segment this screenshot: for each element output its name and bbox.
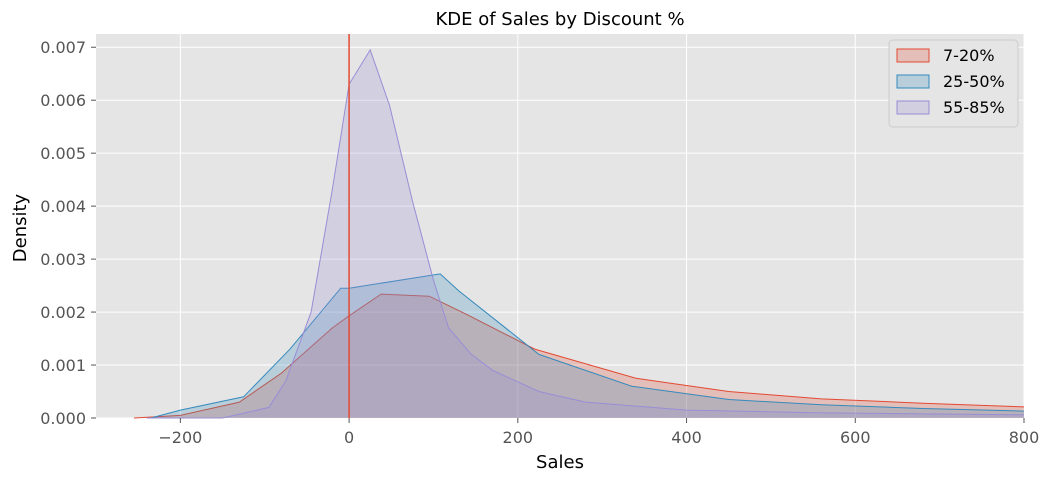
- x-tick-label: 800: [1009, 428, 1040, 447]
- x-axis-ticks: −200 0 200 400 600 800: [158, 418, 1039, 447]
- legend-swatch-0: [896, 48, 930, 63]
- series-line-1: [150, 273, 1025, 419]
- x-tick-label: 0: [344, 428, 354, 447]
- legend-label-0: 7-20%: [943, 46, 995, 65]
- legend-swatch-1: [896, 74, 930, 89]
- plot-area: [96, 34, 1024, 418]
- legend-swatch-2: [896, 100, 930, 115]
- y-tick-label: 0.000: [40, 409, 86, 428]
- x-tick-label: 200: [503, 428, 534, 447]
- x-tick-label: 600: [840, 428, 871, 447]
- legend: 7-20% 25-50% 55-85%: [888, 39, 1019, 128]
- legend-label-1: 25-50%: [943, 72, 1005, 91]
- chart-title: KDE of Sales by Discount %: [435, 9, 684, 30]
- series-line-0: [133, 293, 1025, 419]
- series-area-1: [150, 273, 1025, 418]
- y-tick-label: 0.004: [40, 197, 86, 216]
- x-tick-label: 400: [671, 428, 702, 447]
- y-tick-label: 0.006: [40, 91, 86, 110]
- y-tick-label: 0.001: [40, 356, 86, 375]
- grid-lines: [96, 34, 1025, 419]
- y-axis-label: Density: [10, 193, 31, 262]
- x-tick-label: −200: [158, 428, 202, 447]
- series-area-2: [146, 49, 1025, 419]
- legend-label-2: 55-85%: [943, 98, 1005, 117]
- y-axis-ticks: 0.000 0.001 0.002 0.003 0.004 0.005 0.006 0.007: [40, 38, 96, 428]
- x-axis-label: Sales: [536, 452, 584, 473]
- density-areas: [133, 48, 1025, 419]
- y-tick-label: 0.007: [40, 38, 86, 57]
- y-tick-label: 0.003: [40, 250, 86, 269]
- y-tick-label: 0.005: [40, 144, 86, 163]
- series-line-2: [146, 48, 1025, 419]
- series-area-0: [134, 294, 1024, 418]
- y-tick-label: 0.002: [40, 303, 86, 322]
